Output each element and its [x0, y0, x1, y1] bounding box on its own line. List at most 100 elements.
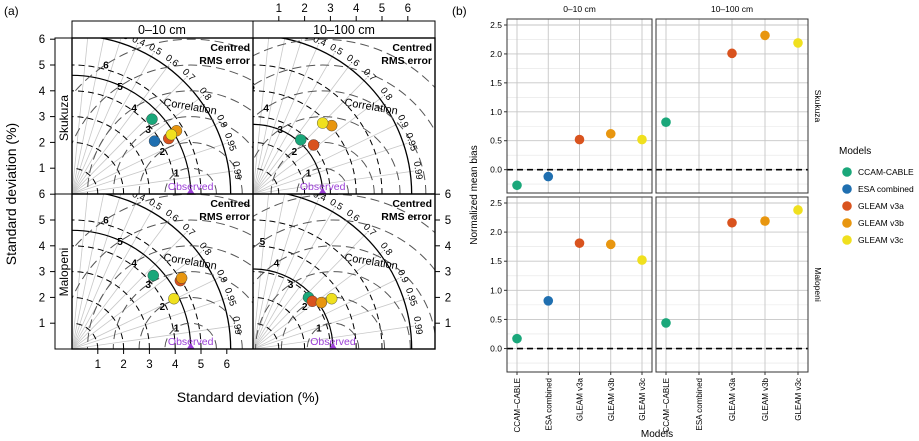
correlation-ray — [253, 38, 303, 194]
centred-label: Centred — [210, 42, 250, 54]
legend-marker — [842, 167, 852, 177]
bias-point — [793, 38, 803, 48]
legend-label: GLEAM v3c — [858, 235, 904, 245]
bias-y-tick-label: 1.0 — [490, 285, 502, 295]
sd-arc — [72, 219, 202, 349]
panel-b-label: (b) — [452, 4, 467, 18]
sd-tick-label: 6 — [39, 34, 45, 46]
rms-arc — [253, 245, 435, 338]
rms-tick-label: 2 — [292, 147, 298, 158]
correlation-tick-label: 0.9 — [214, 113, 230, 130]
rms-tick-label: 4 — [131, 259, 137, 270]
rms-arc — [253, 38, 435, 89]
rms-tick-label: 2 — [302, 302, 308, 313]
observed-label: Observed — [168, 336, 214, 348]
sd-tick-label: 5 — [445, 215, 451, 227]
correlation-tick-label: 0.95 — [222, 287, 238, 308]
rms-tick-label: 6 — [103, 215, 109, 226]
sd-tick-label: 3 — [327, 3, 333, 15]
sd-tick-label: 2 — [301, 3, 307, 15]
correlation-tick-label: 0.8 — [197, 86, 214, 103]
correlation-ray — [72, 325, 233, 349]
sd-arc — [253, 245, 357, 349]
rms-tick-label: 1 — [174, 168, 180, 179]
observed-marker — [186, 188, 195, 194]
rms-arc — [72, 219, 253, 300]
sd-tick-label: 4 — [445, 241, 452, 253]
correlation-ray — [253, 194, 303, 349]
correlation-ray — [72, 218, 170, 349]
sd-arc — [72, 64, 202, 194]
rms-tick-label: 5 — [249, 82, 255, 93]
bias-point — [727, 48, 737, 59]
observed-marker — [318, 188, 327, 194]
bias-point — [574, 134, 585, 145]
correlation-tick-label: 0.3 — [295, 183, 311, 197]
bias-x-tick-label: ESA combined — [544, 378, 553, 430]
bias-point — [574, 238, 585, 248]
bias-point — [760, 30, 770, 41]
correlation-ray — [253, 77, 368, 194]
correlation-ray — [72, 199, 138, 349]
correlation-ray — [72, 142, 227, 194]
model-point — [307, 139, 320, 151]
sd-tick-label: 3 — [39, 267, 45, 279]
correlation-tick-label: 0.9 — [395, 113, 411, 130]
correlation-ray — [253, 277, 400, 349]
sd-tick-label: 4 — [172, 359, 179, 371]
rms-error-label: RMS error — [199, 211, 250, 223]
taylor-row-label: Skukuza — [57, 95, 71, 141]
bias-panel — [655, 18, 809, 194]
bias-panel-frame — [655, 18, 809, 194]
correlation-tick-label: 0.99 — [230, 316, 243, 336]
taylor-top-strip: 0–10 cm 10–100 cm — [71, 20, 436, 39]
outer-arc — [96, 38, 232, 194]
sd-tick-label: 5 — [379, 3, 385, 15]
legend-marker — [842, 184, 852, 194]
sd-tick-label: 4 — [39, 86, 46, 98]
sd-tick-label: 2 — [39, 137, 45, 149]
correlation-ray — [253, 232, 368, 349]
model-point — [146, 113, 158, 125]
rms-tick-label: 2 — [160, 147, 166, 158]
correlation-tick-label: 0.3 — [114, 183, 130, 197]
correlation-ray — [253, 53, 335, 194]
bias-y-title: Normalized mean bias — [469, 145, 480, 245]
correlation-ray — [72, 122, 219, 194]
correlation-ray — [253, 170, 414, 194]
sd-arc — [72, 90, 176, 194]
sd-tick-label: 5 — [198, 359, 204, 371]
correlation-ray — [253, 325, 414, 349]
correlation-tick-label: 0.4 — [130, 34, 147, 49]
bias-x-tick-label: GLEAM v3c — [638, 378, 647, 421]
correlation-tick-label: 0.6 — [344, 53, 361, 70]
observed-marker — [186, 343, 195, 349]
model-point — [165, 128, 178, 141]
correlation-ray — [253, 194, 286, 349]
rms-tick-label: 4 — [274, 259, 280, 270]
correlation-ray — [253, 142, 408, 194]
centred-label: Centred — [210, 198, 250, 210]
legend-label: GLEAM v3b — [858, 218, 904, 228]
legend-marker — [842, 218, 852, 228]
bias-y-tick-label: 2.5 — [490, 198, 502, 208]
rms-arc — [253, 219, 435, 271]
bias-x-tick-label: GLEAM v3a — [728, 377, 737, 421]
rms-tick-label: 1 — [306, 168, 312, 179]
sd-tick-label: 2 — [39, 292, 45, 304]
sd-tick-label: 2 — [445, 292, 451, 304]
rms-tick-label: 2 — [160, 302, 166, 313]
bias-x-tick-label: GLEAM v3b — [761, 377, 770, 421]
sd-tick-label: 6 — [405, 3, 411, 15]
correlation-tick-label: 0.3 — [114, 28, 130, 42]
rms-arc — [72, 38, 253, 96]
correlation-tick-label: 0.99 — [230, 161, 243, 181]
bias-x-tick-label: CCAM−CABLE — [513, 378, 522, 432]
correlation-ray — [72, 38, 105, 194]
bias-column-label: 10–100 cm — [711, 4, 753, 14]
bias-point — [605, 128, 616, 139]
correlation-ray — [72, 53, 154, 194]
sd-arc — [72, 296, 125, 349]
rms-arc — [255, 271, 411, 349]
